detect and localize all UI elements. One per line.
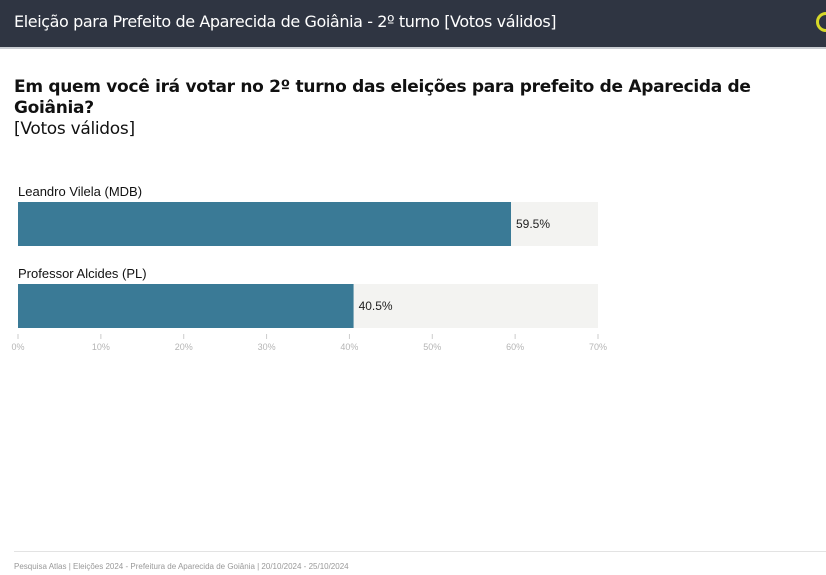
bar-chart: Leandro Vilela (MDB) 59.5% Professor Alcid… (11, 184, 607, 352)
chart-question: Em quem você irá votar no 2º turno das e… (14, 77, 826, 140)
category-label: Leandro Vilela (MDB) (18, 184, 142, 199)
data-label: 59.5% (516, 217, 550, 231)
tick-label: 0% (11, 342, 24, 352)
question-title: Em quem você irá votar no 2º turno das e… (14, 77, 751, 118)
tick-label: 30% (258, 342, 276, 352)
atlas-logo-icon (816, 12, 826, 32)
tick-label: 40% (340, 342, 358, 352)
bar (18, 284, 354, 328)
data-label: 40.5% (359, 299, 393, 313)
category-label: Professor Alcides (PL) (18, 266, 147, 281)
question-subtitle: [Votos válidos] (14, 119, 135, 139)
bar (18, 202, 511, 246)
footer-divider (14, 551, 826, 552)
tick-label: 70% (589, 342, 607, 352)
page-title: Eleição para Prefeito de Aparecida de Go… (14, 12, 557, 31)
tick-label: 60% (506, 342, 524, 352)
tick-label: 10% (92, 342, 110, 352)
tick-label: 50% (423, 342, 441, 352)
tick-label: 20% (175, 342, 193, 352)
footer-source: Pesquisa Atlas | Eleições 2024 - Prefeit… (14, 562, 349, 571)
header-bar: Eleição para Prefeito de Aparecida de Go… (0, 0, 826, 49)
